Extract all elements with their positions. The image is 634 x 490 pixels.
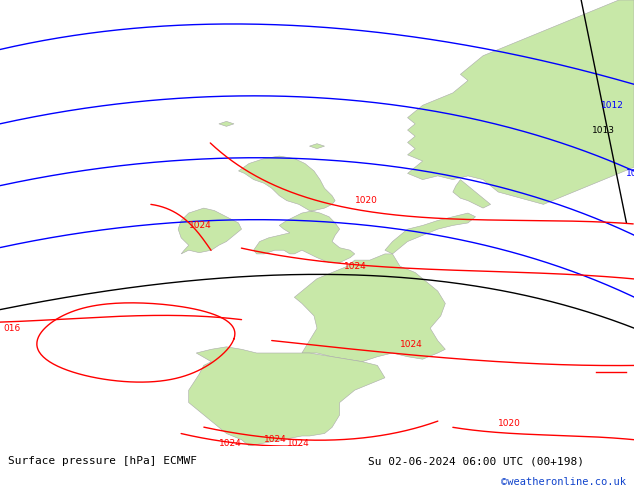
- Text: 1013: 1013: [592, 125, 615, 135]
- Text: 1024: 1024: [189, 221, 212, 230]
- Text: 1024: 1024: [264, 435, 287, 444]
- Polygon shape: [309, 144, 325, 148]
- Text: Su 02-06-2024 06:00 UTC (00+198): Su 02-06-2024 06:00 UTC (00+198): [368, 456, 584, 466]
- Text: 1020: 1020: [498, 419, 521, 428]
- Polygon shape: [238, 156, 355, 263]
- Polygon shape: [294, 254, 445, 362]
- Text: 1024: 1024: [400, 340, 423, 349]
- Polygon shape: [219, 122, 234, 126]
- Text: 1024: 1024: [219, 439, 242, 448]
- Polygon shape: [453, 180, 491, 208]
- Polygon shape: [189, 347, 385, 446]
- Text: 1024: 1024: [344, 262, 367, 271]
- Text: 1012: 1012: [601, 101, 624, 110]
- Text: ©weatheronline.co.uk: ©weatheronline.co.uk: [501, 477, 626, 487]
- Text: 1024: 1024: [287, 439, 309, 448]
- Polygon shape: [408, 0, 634, 204]
- Polygon shape: [385, 213, 476, 254]
- Text: 1020: 1020: [355, 196, 378, 205]
- Polygon shape: [178, 208, 242, 254]
- Text: 016: 016: [3, 324, 20, 333]
- Text: 1008: 1008: [626, 169, 634, 178]
- Text: Surface pressure [hPa] ECMWF: Surface pressure [hPa] ECMWF: [8, 456, 197, 466]
